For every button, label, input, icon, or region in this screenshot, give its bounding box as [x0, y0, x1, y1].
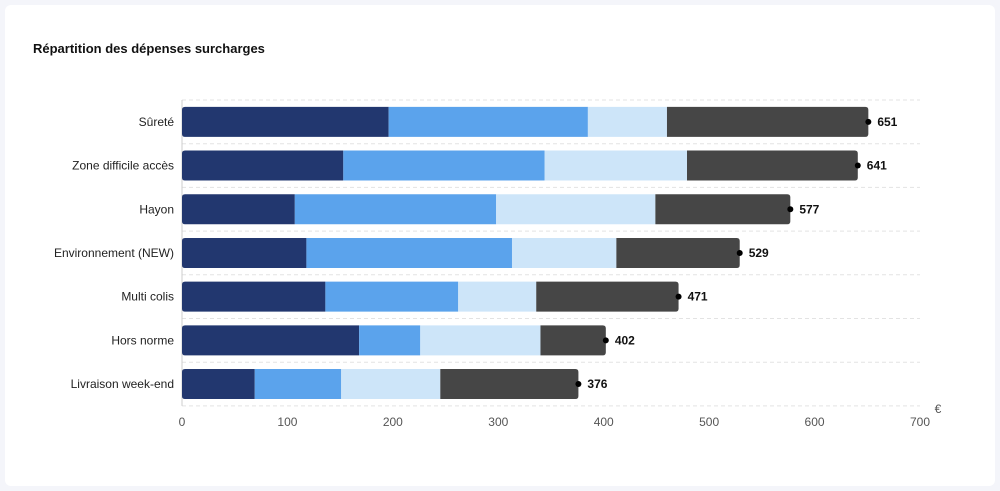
x-tick-label: 200 — [383, 415, 403, 429]
category-label: Multi colis — [121, 290, 174, 304]
x-tick-label: 100 — [277, 415, 297, 429]
bar-segment — [182, 237, 307, 268]
bar-segment — [544, 150, 688, 181]
category-label: Hayon — [139, 202, 174, 216]
category-label: Hors norme — [111, 333, 174, 347]
total-label: 402 — [615, 333, 635, 347]
bar-segment — [306, 237, 512, 268]
bar-segment — [182, 325, 360, 356]
total-marker — [736, 249, 743, 256]
bar-segment — [687, 150, 858, 181]
total-label: 651 — [877, 115, 897, 129]
bar-segment — [511, 237, 617, 268]
bar-segment — [420, 325, 541, 356]
bar-segment — [666, 106, 869, 137]
bar-segment — [655, 194, 791, 225]
bar-segment — [458, 281, 537, 312]
total-marker — [602, 337, 609, 344]
total-marker — [854, 162, 861, 169]
axis-unit-label: € — [935, 402, 942, 416]
bar-segment — [496, 194, 656, 225]
bar-segment — [294, 194, 497, 225]
bar-segment — [440, 369, 579, 400]
chart-title: Répartition des dépenses surcharges — [33, 41, 265, 56]
bar-segment — [254, 369, 342, 400]
x-tick-label: 700 — [910, 415, 930, 429]
category-label: Zone difficile accès — [72, 159, 174, 173]
total-marker — [865, 118, 872, 125]
category-label: Livraison week-end — [71, 377, 174, 391]
bar-segment — [587, 106, 667, 137]
bar-segment — [540, 325, 606, 356]
total-label: 529 — [749, 246, 769, 260]
category-label: Environnement (NEW) — [54, 246, 174, 260]
total-marker — [787, 206, 794, 213]
total-label: 577 — [799, 202, 819, 216]
bar-segment — [616, 237, 740, 268]
category-label: Sûreté — [139, 115, 175, 129]
bar-segment — [341, 369, 441, 400]
x-tick-label: 300 — [488, 415, 508, 429]
bar-segment — [182, 281, 326, 312]
total-marker — [575, 381, 582, 388]
total-label: 376 — [587, 377, 607, 391]
bar-segment — [325, 281, 459, 312]
x-tick-label: 600 — [805, 415, 825, 429]
total-marker — [675, 293, 682, 300]
x-tick-label: 400 — [594, 415, 614, 429]
total-label: 641 — [867, 159, 887, 173]
bar-segment — [343, 150, 545, 181]
bar-segment — [182, 150, 344, 181]
bar-segment — [182, 194, 295, 225]
x-tick-label: 500 — [699, 415, 719, 429]
x-tick-label: 0 — [179, 415, 186, 429]
bar-segment — [359, 325, 421, 356]
bar-segment — [182, 369, 255, 400]
bar-segment — [388, 106, 588, 137]
bar-segment — [182, 106, 389, 137]
total-label: 471 — [688, 290, 708, 304]
bar-segment — [536, 281, 679, 312]
